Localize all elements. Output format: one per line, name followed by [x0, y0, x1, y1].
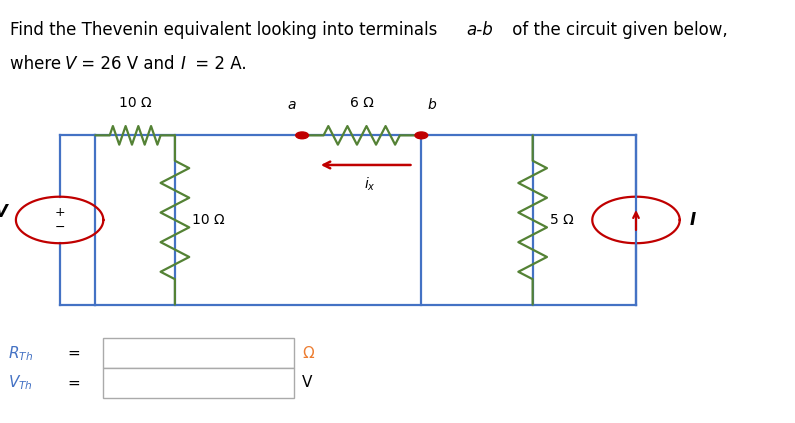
- Text: a: a: [287, 98, 296, 112]
- Circle shape: [296, 132, 308, 139]
- Text: $V_{Th}$: $V_{Th}$: [8, 374, 33, 392]
- Bar: [103, 338, 294, 368]
- Text: of the circuit given below,: of the circuit given below,: [507, 21, 728, 39]
- Text: I: I: [689, 211, 696, 229]
- Text: V: V: [302, 375, 312, 390]
- Text: Find the Thevenin equivalent looking into terminals: Find the Thevenin equivalent looking int…: [10, 21, 443, 39]
- Text: =: =: [68, 375, 80, 390]
- Text: 10 Ω: 10 Ω: [192, 213, 225, 227]
- Text: Ω: Ω: [302, 346, 314, 361]
- Text: 6 Ω: 6 Ω: [350, 96, 374, 110]
- Text: V: V: [0, 203, 8, 220]
- Text: a-b: a-b: [467, 21, 494, 39]
- Circle shape: [415, 132, 428, 139]
- Text: where: where: [10, 55, 67, 73]
- Text: = 2 A.: = 2 A.: [190, 55, 246, 73]
- Bar: [103, 368, 294, 398]
- Text: b: b: [428, 98, 436, 112]
- Text: V: V: [64, 55, 76, 73]
- Text: −: −: [54, 220, 65, 233]
- Text: $R_{Th}$: $R_{Th}$: [8, 344, 33, 363]
- Text: $i_x$: $i_x$: [364, 176, 375, 193]
- Text: +: +: [54, 206, 65, 220]
- Text: 10 Ω: 10 Ω: [118, 96, 152, 110]
- Text: 5 Ω: 5 Ω: [550, 213, 574, 227]
- Text: I: I: [180, 55, 185, 73]
- Text: = 26 V and: = 26 V and: [76, 55, 180, 73]
- Text: =: =: [68, 346, 80, 361]
